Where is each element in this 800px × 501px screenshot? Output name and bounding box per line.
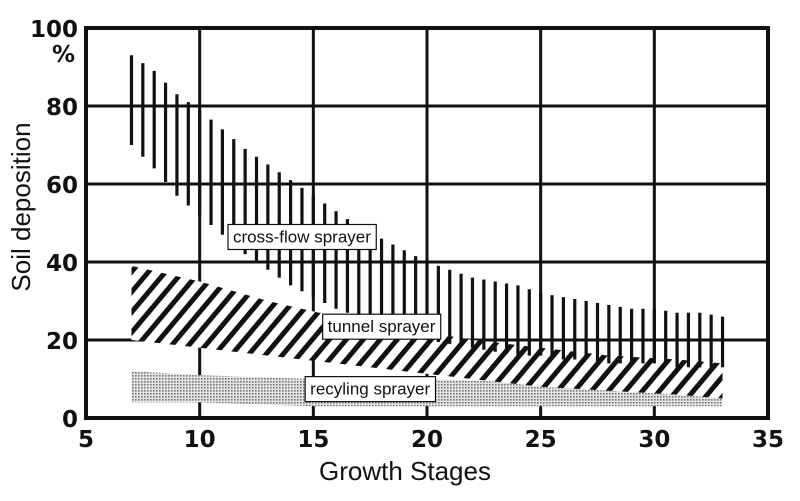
y-tick-label-4: 80 (46, 95, 78, 121)
x-axis-title: Growth Stages (319, 456, 491, 486)
x-tick-label-4: 25 (525, 427, 557, 453)
band-label-text-0: cross-flow sprayer (233, 228, 371, 247)
y-unit-label: % (52, 42, 75, 68)
x-tick-label-2: 15 (297, 427, 329, 453)
x-tick-label-6: 35 (752, 427, 784, 453)
y-tick-label-2: 40 (46, 251, 78, 277)
band-label-text-2: recyling sprayer (310, 380, 430, 399)
y-tick-label-1: 20 (46, 329, 78, 355)
x-tick-label-0: 5 (78, 427, 94, 453)
y-tick-label-3: 60 (46, 173, 78, 199)
x-tick-label-1: 10 (184, 427, 216, 453)
y-tick-label-5: 100 (30, 17, 78, 43)
plot-frame (84, 26, 770, 420)
x-tick-label-3: 20 (411, 427, 443, 453)
y-axis-title: Soil deposition (6, 122, 36, 291)
y-tick-label-0: 0 (62, 407, 78, 433)
band-label-1: tunnel sprayer (322, 313, 442, 340)
band-label-2: recyling sprayer (304, 376, 437, 403)
band-label-0: cross-flow sprayer (227, 223, 377, 251)
band-labels: cross-flow sprayer tunnel sprayer recyling… (227, 223, 442, 403)
plot-border (84, 26, 770, 420)
band-label-text-1: tunnel sprayer (328, 317, 436, 336)
tick-labels: 5 10 15 20 25 30 35 0 20 40 60 80 100 (30, 17, 784, 453)
x-tick-label-5: 30 (638, 427, 670, 453)
